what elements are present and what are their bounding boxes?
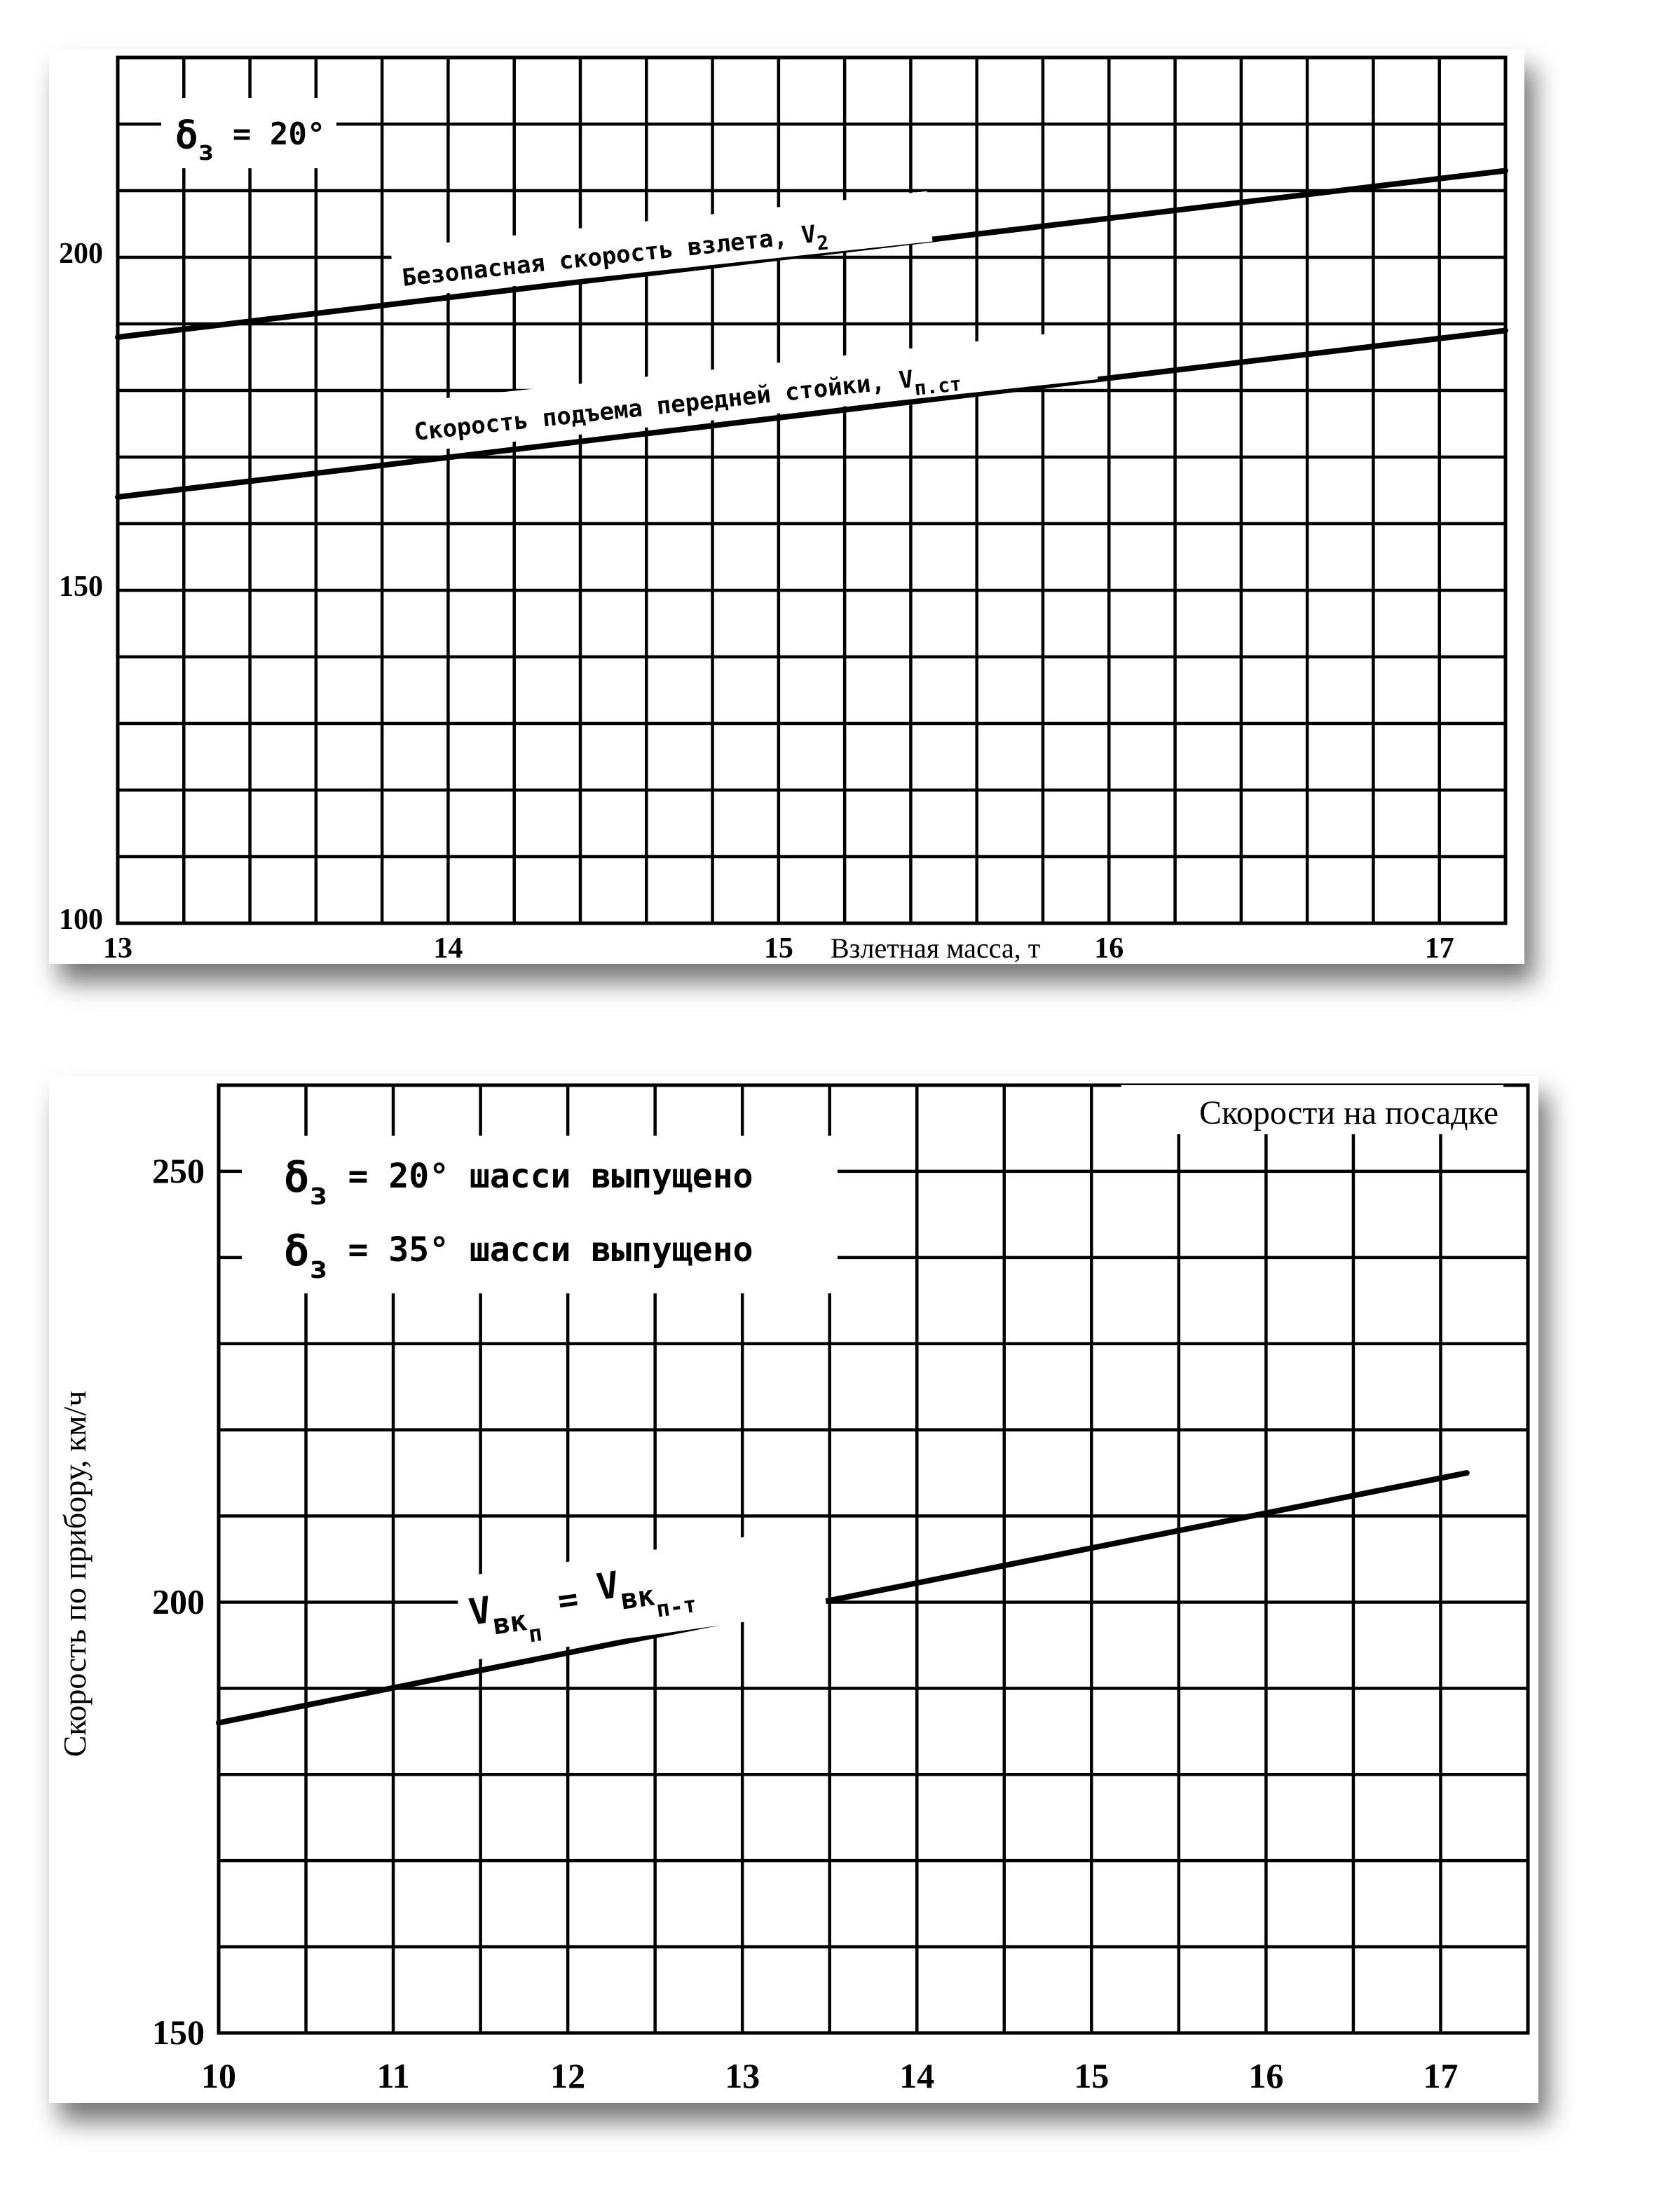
y-tick-label: 250 bbox=[152, 1151, 205, 1190]
takeoff-tick-labels: 13 14 15 16 17 100 150 200 bbox=[52, 233, 1454, 965]
landing-label-v2-sub: вк bbox=[619, 1579, 657, 1616]
takeoff-annotation-background bbox=[161, 98, 336, 168]
landing-series-label-text: Vвкп = Vвкп-т bbox=[465, 1554, 699, 1656]
landing-series-1-line bbox=[216, 1470, 1470, 1726]
landing-annotation-35: δз = 35° шасси выпущено bbox=[284, 1227, 753, 1286]
x-tick-label: 16 bbox=[1094, 932, 1124, 965]
x-tick-label: 11 bbox=[376, 2056, 409, 2095]
series-2-label-sub: п.ст bbox=[913, 372, 963, 400]
landing-annotation-35-text: = 35° шасси выпущено bbox=[328, 1230, 753, 1270]
y-tick-label: 100 bbox=[59, 904, 103, 936]
x-tick-label: 13 bbox=[103, 932, 132, 965]
landing-series-label-background bbox=[454, 1527, 828, 1661]
landing-plot-frame bbox=[217, 1083, 1530, 2035]
y-tick-label: 200 bbox=[59, 238, 103, 270]
landing-annotation-35-delta: δ bbox=[284, 1227, 309, 1276]
landing-frame-rect bbox=[217, 1083, 1530, 2035]
takeoff-annotation-text: δз = 20° bbox=[175, 114, 325, 166]
landing-annotation-35-subscript: з bbox=[309, 1250, 328, 1286]
series-1-label-sub: 2 bbox=[816, 231, 830, 255]
x-tick-label: 10 bbox=[201, 2056, 236, 2095]
landing-title-background bbox=[1121, 1085, 1503, 1134]
x-tick-label: 14 bbox=[899, 2056, 934, 2095]
landing-label-equals: = bbox=[535, 1577, 601, 1624]
landing-annotation-20-delta: δ bbox=[284, 1153, 309, 1202]
takeoff-annotation-value: = 20° bbox=[214, 116, 325, 152]
series-1-label-background bbox=[390, 191, 933, 299]
x-tick-label: 14 bbox=[433, 932, 463, 965]
landing-label-v1-sub: вк bbox=[491, 1605, 529, 1641]
landing-tick-labels: 10 11 12 13 14 15 16 17 150 200 250 bbox=[152, 1151, 1458, 2095]
y-tick-label: 150 bbox=[59, 571, 103, 603]
takeoff-annotation-delta: δ bbox=[175, 114, 198, 158]
landing-label-v2-subsub: п-т bbox=[655, 1591, 699, 1623]
x-tick-label: 15 bbox=[764, 932, 793, 965]
y-tick-label: 200 bbox=[152, 1582, 205, 1621]
landing-chart-title: Скорости на посадке bbox=[1199, 1094, 1498, 1131]
takeoff-series-2-line bbox=[115, 327, 1508, 500]
landing-annotations-background bbox=[242, 1136, 838, 1293]
x-tick-label: 13 bbox=[725, 2056, 760, 2095]
y-tick-background bbox=[52, 899, 114, 933]
landing-annotation-20-text: = 20° шасси выпущено bbox=[328, 1157, 753, 1196]
landing-annotation-20-subscript: з bbox=[309, 1176, 328, 1212]
landing-chart: 10 11 12 13 14 15 16 17 150 200 250 Скорости на по… bbox=[49, 1076, 1538, 2103]
x-tick-label: 15 bbox=[1074, 2056, 1109, 2095]
y-tick-background bbox=[52, 566, 114, 600]
x-tick-label: 16 bbox=[1248, 2056, 1283, 2095]
series-2-label-background bbox=[402, 329, 1098, 454]
x-tick-label: 12 bbox=[550, 2056, 585, 2095]
landing-series bbox=[216, 1470, 1470, 1726]
y-tick-background bbox=[52, 233, 114, 267]
landing-series-label: Vвкп = Vвкп-т bbox=[454, 1527, 828, 1661]
takeoff-plot-frame bbox=[116, 55, 1508, 925]
takeoff-x-axis-title: Взлетная масса, т bbox=[831, 932, 1040, 964]
x-tick-label: 17 bbox=[1425, 932, 1454, 965]
landing-flap-annotations: δз = 20° шасси выпущено δз = 35° шасси в… bbox=[242, 1136, 838, 1293]
takeoff-annotation-subscript: з bbox=[198, 135, 214, 166]
takeoff-flap-annotation: δз = 20° bbox=[161, 98, 336, 168]
x-tick-label: 17 bbox=[1423, 2056, 1458, 2095]
takeoff-panel-background bbox=[49, 49, 1524, 964]
y-tick-label: 150 bbox=[152, 2013, 205, 2052]
landing-annotation-20: δз = 20° шасси выпущено bbox=[284, 1153, 753, 1212]
landing-y-axis-title: Скорость по прибору, км/ч bbox=[57, 1391, 93, 1757]
